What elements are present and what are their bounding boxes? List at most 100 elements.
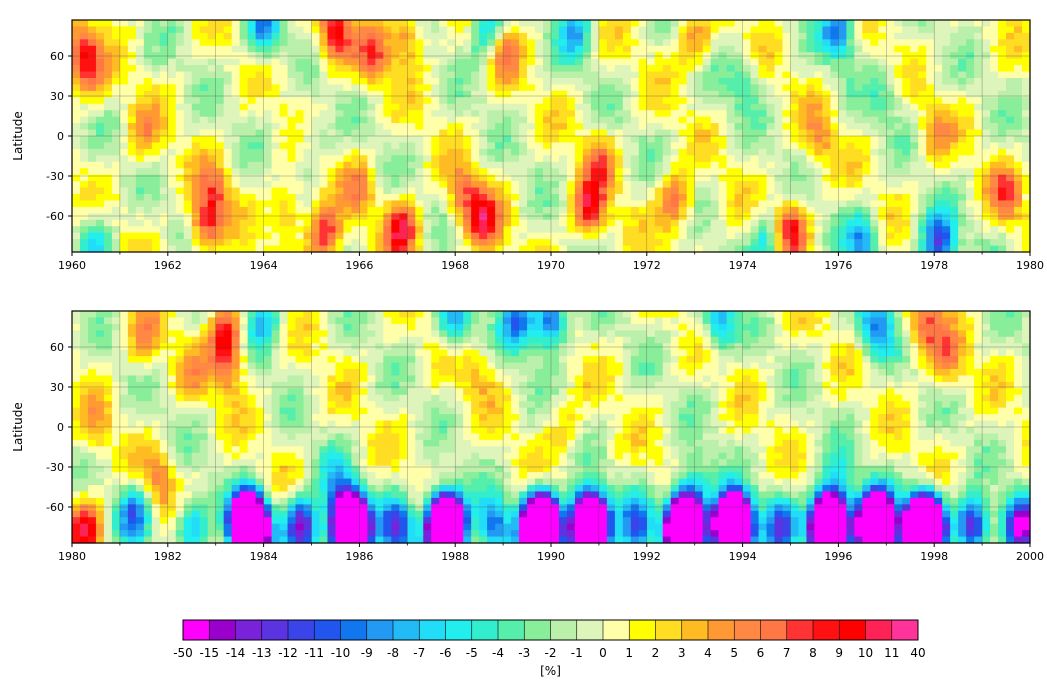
heat-cell <box>734 245 744 253</box>
heat-cell <box>814 232 824 240</box>
heat-cell <box>678 194 688 202</box>
heat-cell <box>327 32 337 40</box>
heat-cell <box>72 219 81 227</box>
heat-cell <box>79 439 89 447</box>
heat-cell <box>271 187 281 195</box>
heat-cell <box>894 239 903 247</box>
heat-cell <box>295 232 305 240</box>
heat-cell <box>263 213 273 221</box>
heat-cell <box>151 226 161 234</box>
heat-cell <box>79 52 89 60</box>
heat-cell <box>383 20 392 28</box>
heat-cell <box>295 187 305 195</box>
heat-cell <box>423 200 432 208</box>
heat-cell <box>135 523 145 531</box>
heat-cell <box>902 32 911 40</box>
heat-cell <box>590 39 600 47</box>
heat-cell <box>111 343 121 351</box>
heat-cell <box>215 174 225 182</box>
heat-cell <box>159 232 169 240</box>
heat-cell <box>734 226 744 234</box>
heat-cell <box>167 45 177 53</box>
heat-cell <box>838 84 847 92</box>
heat-cell <box>119 200 129 208</box>
heat-cell <box>750 45 760 53</box>
heat-cell <box>894 97 903 105</box>
heat-cell <box>375 129 384 137</box>
heat-cell <box>327 26 337 34</box>
heat-cell <box>630 168 640 176</box>
heat-cell <box>207 239 217 247</box>
heat-cell <box>327 129 337 137</box>
heat-cell <box>822 200 832 208</box>
heat-cell <box>239 123 249 131</box>
heat-cell <box>582 219 592 227</box>
heat-cell <box>87 433 97 441</box>
heat-cell <box>870 58 879 66</box>
heat-cell <box>207 206 217 214</box>
heat-cell <box>758 84 768 92</box>
heat-cell <box>670 161 680 169</box>
heat-cell <box>670 206 680 214</box>
heat-cell <box>862 116 871 124</box>
heat-cell <box>894 103 903 111</box>
heat-cell <box>942 65 951 73</box>
heat-cell <box>87 174 97 182</box>
heat-cell <box>598 148 608 156</box>
heat-cell <box>870 213 879 221</box>
heat-cell <box>487 136 496 144</box>
heat-cell <box>966 155 975 163</box>
heat-cell <box>327 213 337 221</box>
heat-cell <box>543 32 552 40</box>
heat-cell <box>934 206 943 214</box>
heat-cell <box>974 239 983 247</box>
heat-cell <box>287 78 297 86</box>
heat-cell <box>375 84 384 92</box>
heat-cell <box>998 52 1007 60</box>
heat-cell <box>199 32 209 40</box>
heat-cell <box>247 161 257 169</box>
heat-cell <box>966 65 975 73</box>
heat-cell <box>974 213 983 221</box>
heat-cell <box>111 485 121 493</box>
heat-cell <box>1014 206 1023 214</box>
heat-cell <box>327 97 337 105</box>
heat-cell <box>447 129 456 137</box>
heat-cell <box>774 39 784 47</box>
heat-cell <box>191 420 201 428</box>
heat-cell <box>263 39 273 47</box>
heat-cell <box>566 97 576 105</box>
heat-cell <box>774 32 784 40</box>
heat-cell <box>934 97 943 105</box>
heat-cell <box>495 45 504 53</box>
heat-cell <box>998 239 1007 247</box>
heat-cell <box>910 161 919 169</box>
heat-cell <box>447 155 456 163</box>
heat-cell <box>654 142 664 150</box>
heat-cell <box>710 90 720 98</box>
heat-cell <box>710 142 720 150</box>
heat-cell <box>718 245 728 253</box>
heat-cell <box>119 26 129 34</box>
heat-cell <box>143 206 153 214</box>
heat-cell <box>127 26 137 34</box>
heat-cell <box>447 26 456 34</box>
heat-cell <box>183 349 193 357</box>
heat-cell <box>79 536 89 544</box>
heat-cell <box>942 58 951 66</box>
heat-cell <box>439 148 448 156</box>
heat-cell <box>167 65 177 73</box>
heat-cell <box>574 32 584 40</box>
heat-cell <box>159 219 169 227</box>
heat-cell <box>543 136 552 144</box>
heat-cell <box>383 142 392 150</box>
heat-cell <box>367 84 376 92</box>
heat-cell <box>870 39 879 47</box>
heat-cell <box>678 226 688 234</box>
heat-cell <box>670 181 680 189</box>
heat-cell <box>295 103 305 111</box>
heat-cell <box>830 32 839 40</box>
heat-cell <box>279 20 289 28</box>
heat-cell <box>167 530 177 538</box>
heat-cell <box>646 213 656 221</box>
